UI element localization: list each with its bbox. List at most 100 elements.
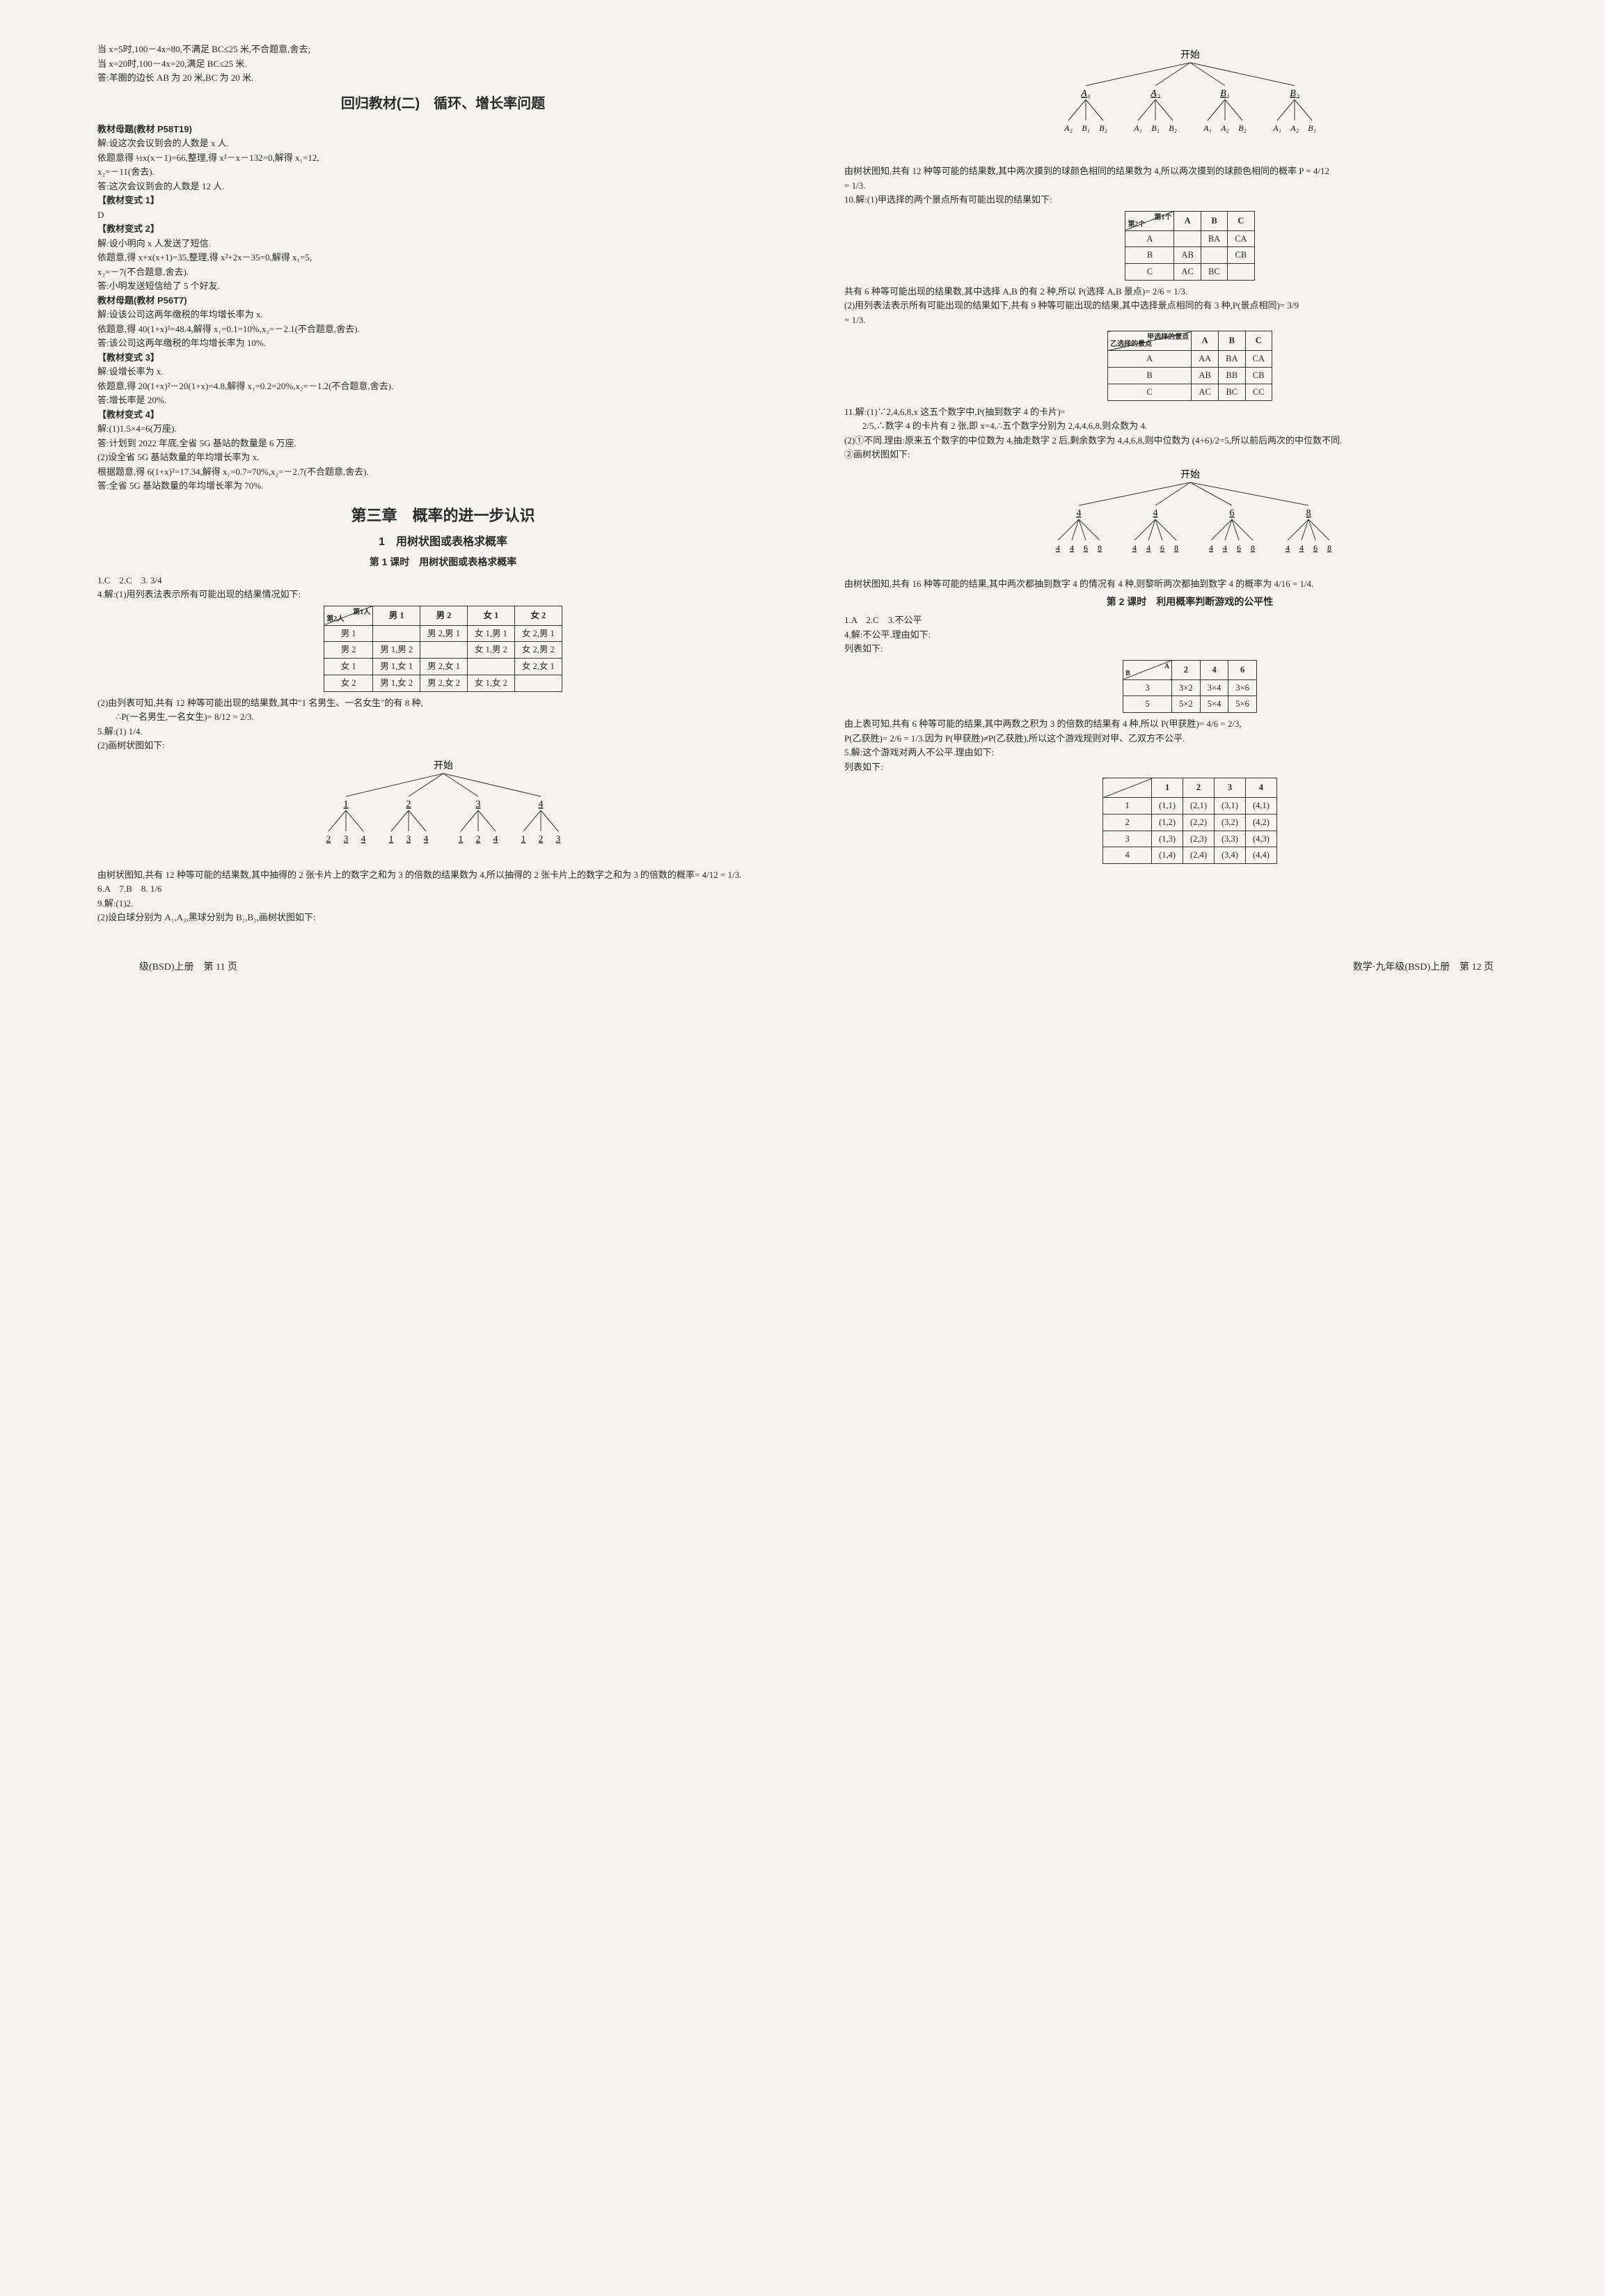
table-row: 4(1,4)(2,4)(3,4)(4,4) — [1103, 847, 1277, 864]
col-header: A — [1192, 331, 1219, 351]
diag-top: A — [1164, 661, 1169, 672]
svg-text:B₂: B₂ — [1099, 123, 1107, 133]
text-line: (2)设白球分别为 A₁,A₂,黑球分别为 B₁,B₂,画树状图如下: — [97, 911, 789, 925]
text-line: 解:设该公司这两年缴税的年均增长率为 x. — [97, 308, 789, 322]
svg-text:2: 2 — [475, 833, 480, 844]
tree-diagram: 开始 A₁A₂B₁B₂ A₂B₁B₂ A₁B₁B₂ A₁A₂B₂ — [844, 47, 1535, 159]
svg-text:4: 4 — [1223, 543, 1227, 553]
svg-text:A₂: A₂ — [1150, 88, 1160, 99]
svg-text:B₂: B₂ — [1238, 123, 1247, 133]
svg-text:4: 4 — [493, 833, 498, 844]
diag-top: 甲选择的景点 — [1147, 332, 1189, 343]
chapter-title: 第三章 概率的进一步认识 — [97, 504, 789, 527]
svg-text:A₁: A₁ — [1203, 123, 1212, 133]
table-row: 男 1男 2,男 1女 1,男 1女 2,男 1 — [324, 625, 562, 642]
text-line: P(乙获胜)= 2/6 = 1/3.因为 P(甲获胜)≠P(乙获胜),所以这个游… — [844, 732, 1535, 746]
svg-text:A₁: A₁ — [1133, 123, 1142, 133]
text-line: ∴P(一名男生,一名女生)= 8/12 = 2/3. — [97, 710, 789, 724]
svg-text:8: 8 — [1174, 543, 1178, 553]
text-line: 当 x=5时,100－4x=80,不满足 BC≤25 米,不合题意,舍去; — [97, 42, 789, 56]
text-line: D — [97, 208, 789, 222]
table-row: 33×23×43×6 — [1123, 679, 1257, 696]
table-row: AAABACA — [1108, 351, 1272, 368]
svg-text:3: 3 — [555, 833, 560, 844]
svg-text:A₁: A₁ — [1272, 123, 1281, 133]
svg-text:4: 4 — [538, 799, 543, 810]
text-line: 由树状图知,共有 12 种等可能的结果数,其中两次摸到的球颜色相同的结果数为 4… — [844, 164, 1535, 178]
svg-text:B₁: B₁ — [1151, 123, 1160, 133]
text-line: 根据题意,得 6(1+x)²=17.34,解得 x₁=0.7=70%,x₂=－2… — [97, 465, 789, 479]
text-line: 解:(1)1.5×4=6(万座). — [97, 422, 789, 436]
text-line: (2)①不同.理由:原来五个数字的中位数为 4,抽走数字 2 后,剩余数字为 4… — [844, 434, 1535, 448]
text-line: 由树状图知,共有 12 种等可能的结果数,其中抽得的 2 张卡片上的数字之和为 … — [97, 868, 789, 882]
table-row: BABCB — [1125, 247, 1254, 264]
material-tag: 【教材变式 2】 — [97, 222, 789, 236]
material-tag: 教材母题(教材 P56T7) — [97, 294, 789, 308]
text-line: 答:羊圈的边长 AB 为 20 米,BC 为 20 米. — [97, 71, 789, 85]
col-header: B — [1219, 331, 1245, 351]
section-title: 回归教材(二) 循环、增长率问题 — [97, 93, 789, 114]
text-line: 9.解:(1)2. — [97, 897, 789, 911]
left-column: 当 x=5时,100－4x=80,不满足 BC≤25 米,不合题意,舍去; 当 … — [97, 42, 789, 925]
text-line: 5.解:(1) 1/4. — [97, 725, 789, 739]
svg-text:B₁: B₁ — [1220, 88, 1229, 99]
svg-text:6: 6 — [1313, 543, 1318, 553]
table-row: 女 2男 1,女 2男 2,女 2女 1,女 2 — [324, 675, 562, 691]
answer-line: 1.C 2.C 3. 3/4 — [97, 574, 789, 588]
text-line: 答:该公司这两年缴税的年均增长率为 10%. — [97, 336, 789, 350]
svg-text:A₂: A₂ — [1290, 123, 1299, 133]
text-line: 列表如下: — [844, 642, 1535, 656]
text-line: 依题意,得 40(1+x)²=48.4,解得 x₁=0.1=10%,x₂=－2.… — [97, 322, 789, 336]
svg-text:2: 2 — [538, 833, 543, 844]
text-line: (2)设全省 5G 基站数量的年均增长率为 x. — [97, 450, 789, 464]
text-line: = 1/3. — [844, 179, 1535, 193]
tree-root-label: 开始 — [434, 760, 453, 771]
svg-text:3: 3 — [406, 833, 411, 844]
svg-text:4: 4 — [361, 833, 365, 844]
text-line: 共有 6 种等可能出现的结果数,其中选择 A,B 的有 2 种,所以 P(选择 … — [844, 285, 1535, 299]
footer-right: 数学·九年级(BSD)上册 第 12 页 — [1353, 960, 1494, 975]
text-line: 答:计划到 2022 年底,全省 5G 基站的数量是 6 万座. — [97, 437, 789, 450]
text-line: (2)用列表法表示所有可能出现的结果如下,共有 9 种等可能出现的结果,其中选择… — [844, 299, 1535, 313]
svg-text:8: 8 — [1306, 508, 1311, 519]
footer-left: 级(BSD)上册 第 11 页 — [139, 960, 237, 975]
text-line: ②画树状图如下: — [844, 448, 1535, 462]
text-line: 解:设小明向 x 人发送了短信. — [97, 237, 789, 251]
page-footer: 级(BSD)上册 第 11 页 数学·九年级(BSD)上册 第 12 页 — [97, 960, 1535, 975]
table-row: CACBCCC — [1108, 384, 1272, 400]
sub-title: 1 用树状图或表格求概率 — [97, 534, 789, 551]
svg-text:8: 8 — [1327, 543, 1331, 553]
table-row: 女 1男 1,女 1男 2,女 1女 2,女 1 — [324, 659, 562, 675]
svg-text:6: 6 — [1084, 543, 1088, 553]
col-header: 1 — [1152, 778, 1183, 798]
text-line: x₂=－7(不合题意,舍去). — [97, 265, 789, 279]
right-column: 开始 A₁A₂B₁B₂ A₂B₁B₂ A₁B₁B₂ A₁A₂B₂ — [844, 42, 1535, 925]
text-line: 解:设这次会议到会的人数是 x 人. — [97, 136, 789, 150]
lesson-title: 第 2 课时 利用概率判断游戏的公平性 — [844, 595, 1535, 609]
svg-text:B₂: B₂ — [1290, 88, 1299, 99]
svg-text:1: 1 — [343, 799, 348, 810]
text-line: 由上表可知,共有 6 种等可能的结果,其中两数之积为 3 的倍数的结果有 4 种… — [844, 717, 1535, 731]
svg-text:B₂: B₂ — [1169, 123, 1177, 133]
svg-text:2: 2 — [326, 833, 331, 844]
text-line: 依题意,得 x+x(x+1)=35,整理,得 x²+2x－35=0,解得 x₁=… — [97, 251, 789, 265]
svg-text:4: 4 — [1286, 543, 1290, 553]
text-line: 4.解:不公平.理由如下: — [844, 628, 1535, 642]
svg-text:2: 2 — [406, 799, 411, 810]
text-line: 列表如下: — [844, 760, 1535, 774]
svg-text:4: 4 — [1299, 543, 1304, 553]
svg-text:3: 3 — [343, 833, 348, 844]
table-row: 1(1,1)(2,1)(3,1)(4,1) — [1103, 798, 1277, 815]
answer-line: 1.A 2.C 3.不公平 — [844, 613, 1535, 627]
svg-text:开始: 开始 — [1180, 469, 1200, 480]
col-header: 2 — [1172, 660, 1201, 679]
svg-text:1: 1 — [388, 833, 393, 844]
svg-text:8: 8 — [1251, 543, 1255, 553]
text-line: 当 x=20时,100－4x=20,满足 BC≤25 米. — [97, 57, 789, 71]
text-line: 10.解:(1)甲选择的两个景点所有可能出现的结果如下: — [844, 193, 1535, 207]
text-line: = 1/3. — [844, 313, 1535, 327]
svg-text:3: 3 — [475, 799, 480, 810]
col-header: 男 1 — [373, 606, 420, 625]
text-line: 4.解:(1)用列表法表示所有可能出现的结果情况如下: — [97, 588, 789, 601]
svg-text:4: 4 — [1209, 543, 1213, 553]
